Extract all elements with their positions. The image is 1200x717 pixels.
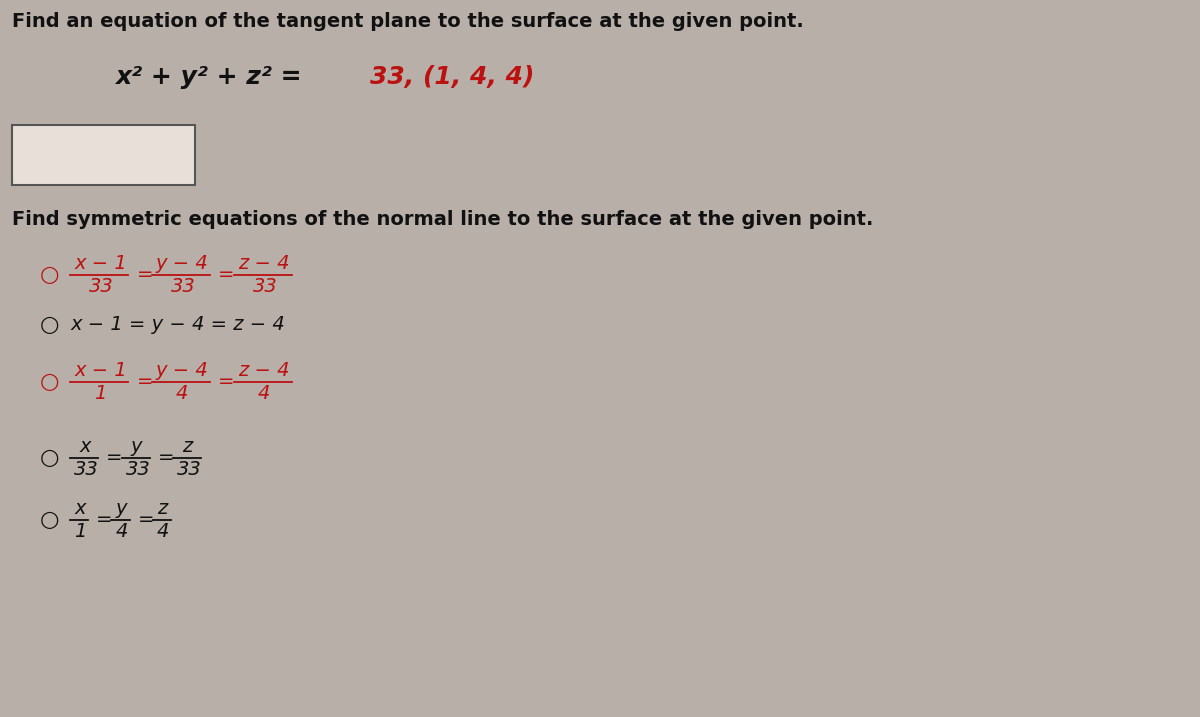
Text: z: z xyxy=(182,437,192,456)
Text: x − 1: x − 1 xyxy=(74,254,127,272)
Text: Find an equation of the tangent plane to the surface at the given point.: Find an equation of the tangent plane to… xyxy=(12,12,804,31)
Text: =: = xyxy=(137,265,152,285)
Text: x: x xyxy=(79,437,90,456)
Text: 33: 33 xyxy=(253,277,277,296)
Text: 33, (1, 4, 4): 33, (1, 4, 4) xyxy=(370,65,534,89)
Text: x: x xyxy=(74,498,85,518)
Text: =: = xyxy=(218,373,235,391)
Text: z: z xyxy=(157,498,167,518)
Text: x − 1: x − 1 xyxy=(74,361,127,380)
Text: =: = xyxy=(137,373,152,391)
Text: y: y xyxy=(115,498,127,518)
Text: =: = xyxy=(106,449,122,467)
Text: ○: ○ xyxy=(40,510,59,530)
Text: =: = xyxy=(218,265,235,285)
Text: 33: 33 xyxy=(126,460,150,480)
Text: ○: ○ xyxy=(40,372,59,392)
Text: 4: 4 xyxy=(176,384,188,404)
Text: =: = xyxy=(157,449,174,467)
Text: z − 4: z − 4 xyxy=(238,361,289,380)
Text: x² + y² + z² =: x² + y² + z² = xyxy=(115,65,311,89)
Text: y − 4: y − 4 xyxy=(156,254,209,272)
Text: 4: 4 xyxy=(115,522,128,541)
Text: =: = xyxy=(138,511,154,529)
Text: z − 4: z − 4 xyxy=(238,254,289,272)
Text: 33: 33 xyxy=(170,277,196,296)
Text: ○: ○ xyxy=(40,265,59,285)
Text: 4: 4 xyxy=(157,522,169,541)
Text: ○: ○ xyxy=(40,448,59,468)
Text: y: y xyxy=(131,437,142,456)
Text: ○: ○ xyxy=(40,315,59,335)
Text: y − 4: y − 4 xyxy=(156,361,209,380)
Text: 1: 1 xyxy=(94,384,107,404)
Text: =: = xyxy=(96,511,113,529)
Text: x − 1 = y − 4 = z − 4: x − 1 = y − 4 = z − 4 xyxy=(70,315,284,335)
Text: 4: 4 xyxy=(258,384,270,404)
Text: 33: 33 xyxy=(178,460,202,480)
Text: 33: 33 xyxy=(89,277,114,296)
Text: 1: 1 xyxy=(74,522,86,541)
Text: Find symmetric equations of the normal line to the surface at the given point.: Find symmetric equations of the normal l… xyxy=(12,210,874,229)
Text: 33: 33 xyxy=(74,460,98,480)
